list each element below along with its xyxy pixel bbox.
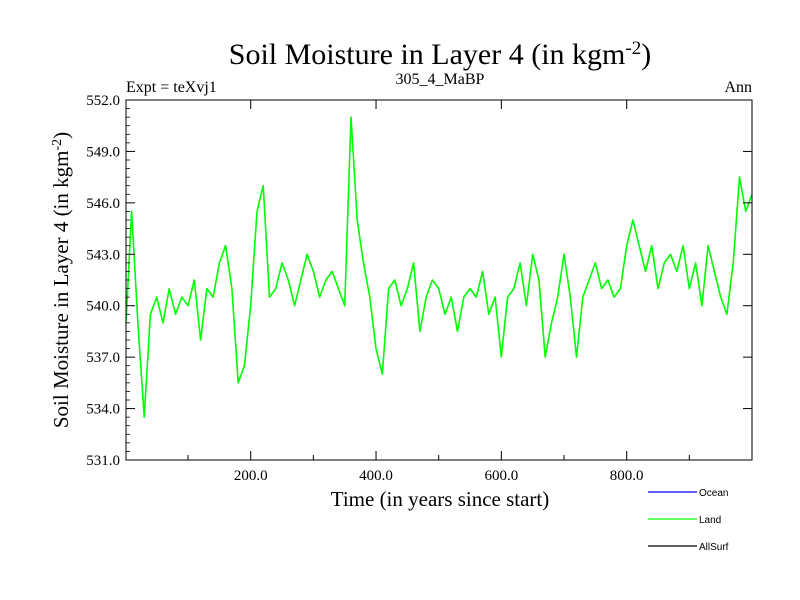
- x-axis: 200.0 400.0 600.0 800.0: [187, 100, 690, 484]
- legend-label-allsurf: AllSurf: [699, 542, 729, 553]
- x-tick-label: 600.0: [484, 468, 518, 484]
- series-layer: [126, 116, 752, 418]
- x-axis-label: Time (in years since start): [331, 487, 550, 511]
- x-tick-label: 800.0: [610, 468, 644, 484]
- y-tick-label: 540.0: [86, 299, 120, 315]
- x-tick-label: 400.0: [359, 468, 393, 484]
- legend-label-land: Land: [699, 515, 721, 526]
- y-tick-label: 546.0: [86, 196, 120, 212]
- y-tick-label: 534.0: [86, 402, 120, 418]
- legend-label-ocean: Ocean: [699, 488, 728, 499]
- y-tick-label: 537.0: [86, 350, 120, 366]
- x-tick-label: 200.0: [234, 468, 268, 484]
- y-tick-label: 549.0: [86, 144, 120, 160]
- y-axis-label: Soil Moisture in Layer 4 (in kgm-2): [49, 132, 73, 428]
- y-tick-label: 543.0: [86, 247, 120, 263]
- chart-title: Soil Moisture in Layer 4 (in kgm-2): [229, 38, 651, 72]
- experiment-label: Expt = teXvj1: [126, 79, 217, 96]
- period-label: 305_4_MaBP: [396, 71, 485, 88]
- season-label: Ann: [724, 79, 752, 96]
- legend: Ocean Land AllSurf: [648, 488, 729, 553]
- y-tick-label: 552.0: [86, 93, 120, 109]
- y-tick-label: 531.0: [86, 453, 120, 469]
- series-line-land: [126, 116, 752, 418]
- y-axis: 531.0 534.0 537.0 540.0 543.0 546.0 549.0 552.0: [86, 93, 752, 469]
